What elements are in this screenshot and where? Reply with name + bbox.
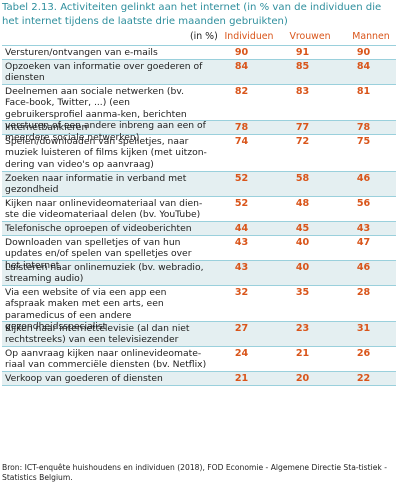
value-mannen: 78 — [356, 122, 371, 133]
source-note: Bron: ICT-enquête huishoudens en individ… — [2, 463, 387, 483]
row-label: Kijken naar internettelevisie (al dan ni… — [5, 323, 190, 346]
table-row: Internetbankieren 78 77 78 — [2, 121, 396, 135]
value-vrouwen: 23 — [295, 323, 310, 334]
table-row: Kijken naar onlinevideomateriaal van die… — [2, 197, 396, 222]
value-individuen: 24 — [234, 348, 249, 359]
value-mannen: 84 — [356, 61, 371, 72]
value-vrouwen: 83 — [295, 86, 310, 97]
row-label: Spelen/downloaden van spelletjes, naar m… — [5, 136, 207, 170]
row-label: Opzoeken van informatie over goederen of… — [5, 61, 203, 84]
value-individuen: 90 — [234, 47, 249, 58]
value-individuen: 32 — [234, 287, 249, 298]
column-header-vrouwen: Vrouwen — [289, 31, 331, 42]
value-mannen: 90 — [356, 47, 371, 58]
table-row: Telefonische oproepen of videoberichten 4… — [2, 222, 396, 236]
row-label: Via een website of via een app een afspr… — [5, 287, 167, 333]
value-vrouwen: 58 — [295, 173, 310, 184]
value-vrouwen: 20 — [295, 373, 310, 384]
unit-label: (in %) — [190, 31, 218, 42]
value-individuen: 44 — [234, 223, 249, 234]
value-individuen: 27 — [234, 323, 249, 334]
row-label: Telefonische oproepen of videoberichten — [5, 223, 192, 234]
value-mannen: 43 — [356, 223, 371, 234]
value-vrouwen: 72 — [295, 136, 310, 147]
table-row: Via een website of via een app een afspr… — [2, 286, 396, 332]
row-label: Verkoop van goederen of diensten — [5, 373, 163, 384]
value-vrouwen: 35 — [295, 287, 310, 298]
column-header-individuen: Individuen — [224, 31, 274, 42]
row-label: Zoeken naar informatie in verband met ge… — [5, 173, 187, 196]
value-mannen: 56 — [356, 198, 371, 209]
row-label: Downloaden van spelletjes of van hun upd… — [5, 237, 192, 271]
table-title: Tabel 2.13. Activiteiten gelinkt aan het… — [2, 2, 382, 27]
value-mannen: 28 — [356, 287, 371, 298]
table-row: Kijken naar internettelevisie (al dan ni… — [2, 322, 396, 347]
value-mannen: 22 — [356, 373, 371, 384]
value-individuen: 84 — [234, 61, 249, 72]
value-individuen: 52 — [234, 173, 249, 184]
value-mannen: 46 — [356, 262, 371, 273]
value-vrouwen: 91 — [295, 47, 310, 58]
table-row: Op aanvraag kijken naar onlinevideomate-… — [2, 347, 396, 372]
value-mannen: 26 — [356, 348, 371, 359]
value-mannen: 75 — [356, 136, 371, 147]
data-table: Versturen/ontvangen van e-mails 90 91 90 Opz… — [2, 45, 396, 386]
row-label: Op aanvraag kijken naar onlinevideomate-… — [5, 348, 207, 371]
table-header: (in %) Individuen Vrouwen Mannen — [0, 31, 400, 43]
table-row: Deelnemen aan sociale netwerken (bv. Fac… — [2, 85, 396, 143]
row-label: Kijken naar onlinevideomateriaal van die… — [5, 198, 203, 221]
value-mannen: 81 — [356, 86, 371, 97]
table-row: Verkoop van goederen of diensten 21 20 22 — [2, 372, 396, 386]
value-vrouwen: 77 — [295, 122, 310, 133]
value-individuen: 43 — [234, 237, 249, 248]
table-row: Luisteren naar onlinemuziek (bv. webradi… — [2, 261, 396, 286]
value-mannen: 31 — [356, 323, 371, 334]
column-header-mannen: Mannen — [352, 31, 390, 42]
value-vrouwen: 45 — [295, 223, 310, 234]
value-individuen: 74 — [234, 136, 249, 147]
value-individuen: 82 — [234, 86, 249, 97]
table-row: Opzoeken van informatie over goederen of… — [2, 60, 396, 85]
row-label: Deelnemen aan sociale netwerken (bv. Fac… — [5, 86, 206, 143]
value-vrouwen: 40 — [295, 262, 310, 273]
value-mannen: 46 — [356, 173, 371, 184]
value-vrouwen: 21 — [295, 348, 310, 359]
value-individuen: 21 — [234, 373, 249, 384]
value-individuen: 43 — [234, 262, 249, 273]
value-mannen: 47 — [356, 237, 371, 248]
row-label: Internetbankieren — [5, 122, 88, 133]
table-row: Downloaden van spelletjes of van hun upd… — [2, 236, 396, 271]
value-vrouwen: 85 — [295, 61, 310, 72]
value-vrouwen: 48 — [295, 198, 310, 209]
value-vrouwen: 40 — [295, 237, 310, 248]
table-row: Versturen/ontvangen van e-mails 90 91 90 — [2, 46, 396, 60]
table-row: Spelen/downloaden van spelletjes, naar m… — [2, 135, 396, 172]
table-row: Zoeken naar informatie in verband met ge… — [2, 172, 396, 197]
row-label: Versturen/ontvangen van e-mails — [5, 47, 158, 58]
value-individuen: 78 — [234, 122, 249, 133]
row-label: Luisteren naar onlinemuziek (bv. webradi… — [5, 262, 204, 285]
value-individuen: 52 — [234, 198, 249, 209]
